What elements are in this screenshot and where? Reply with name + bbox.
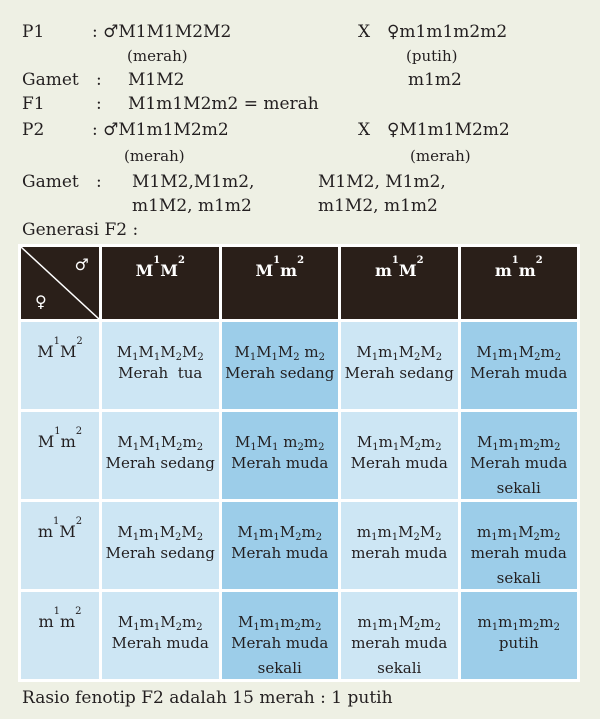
p2-female-phenotype: (merah)	[410, 147, 471, 165]
table-cell: M1m1M2m2 Merah muda	[460, 322, 577, 409]
p2-male-phenotype: (merah)	[124, 147, 185, 165]
cell-phenotype: Merah sedang	[105, 454, 215, 472]
p1-cross-sign: X	[358, 22, 371, 42]
gamet2-female-line1: M1M2, M1m2,	[318, 172, 446, 192]
p2-male-genotype: : ♂M1m1M2m2	[92, 120, 229, 140]
gamet2-female-line2: m1M2, m1m2	[318, 196, 438, 216]
table-cell: M1m1M2m2 Merah muda	[221, 502, 338, 589]
gamet1-female: m1m2	[408, 70, 462, 90]
cell-genotype: M1m1M2M2	[356, 343, 443, 363]
cell-genotype: M1m1m2m2	[476, 433, 561, 453]
female-symbol-icon: ♀	[35, 292, 47, 311]
table-cell: m1m1M2m2 merah muda sekali	[341, 592, 458, 679]
cell-phenotype-line2: sekali	[496, 479, 541, 497]
gamet2-label: Gamet	[22, 172, 79, 192]
cell-genotype: M1M1M2M2	[116, 343, 204, 363]
cell-phenotype-line2: sekali	[496, 569, 541, 587]
cell-genotype: M1m1M2m2	[476, 343, 562, 363]
generasi-f2-label: Generasi F2 :	[22, 220, 139, 240]
table-cell: M1M1M2 m2 Merah sedang	[221, 322, 338, 409]
cell-phenotype: merah muda	[470, 544, 567, 562]
p1-female-phenotype: (putih)	[406, 47, 458, 65]
cell-phenotype: merah muda	[351, 544, 448, 562]
table-cell: M1m1m2m2 Merah muda sekali	[460, 412, 577, 499]
cell-genotype: M1m1M2m2	[237, 523, 323, 543]
cell-phenotype: Merah muda	[111, 634, 209, 652]
table-cell: M1m1m2m2 Merah muda sekali	[221, 592, 338, 679]
table-cell: m1m1m2m2 putih	[460, 592, 577, 679]
cell-phenotype: Merah muda	[470, 454, 568, 472]
cell-genotype: M1M1M2 m2	[234, 343, 326, 363]
gamet1-label: Gamet	[22, 70, 79, 90]
f1-label: F1	[22, 94, 45, 114]
cell-phenotype: Merah muda	[231, 454, 329, 472]
table-cell: M1m1M2m2 Merah muda	[341, 412, 458, 499]
table-cell: M1M1M2m2 Merah sedang	[102, 412, 219, 499]
gamet2-male-line2: m1M2, m1m2	[132, 196, 252, 216]
ratio-text: Rasio fenotip F2 adalah 15 merah : 1 put…	[22, 688, 393, 708]
cell-genotype: M1m1M2m2	[117, 613, 203, 633]
cell-genotype: m1m1M2m2	[357, 613, 442, 633]
cell-phenotype: Merah sedang	[344, 364, 454, 382]
table-cell: M1m1M2m2 Merah muda	[102, 592, 219, 679]
cell-phenotype: Merah muda	[231, 544, 329, 562]
p1-label: P1	[22, 22, 45, 42]
table-cell: m1m1M2M2 merah muda	[341, 502, 458, 589]
cell-genotype: m1m1m2m2	[477, 613, 560, 633]
cell-genotype: M1m1m2m2	[237, 613, 322, 633]
p2-label: P2	[22, 120, 45, 140]
p1-male-phenotype: (merah)	[127, 47, 188, 65]
gamet2-colon: :	[96, 172, 102, 192]
p2-cross-sign: X	[358, 120, 371, 140]
p2-female-genotype: ♀M1m1M2m2	[387, 120, 510, 140]
f1-text: M1m1M2m2 = merah	[128, 94, 319, 114]
f1-colon: :	[96, 94, 102, 114]
cell-genotype: M1m1M2M2	[117, 523, 204, 543]
cell-genotype: M1m1M2m2	[356, 433, 442, 453]
table-corner: ♂ ♀	[21, 247, 99, 319]
cell-phenotype-line2: sekali	[257, 659, 302, 677]
cell-phenotype: Merah sedang	[225, 364, 335, 382]
table-cell: M1M1M2M2 Merah tua	[102, 322, 219, 409]
gamet1-colon: :	[96, 70, 102, 90]
gamet2-male-line1: M1M2,M1m2,	[132, 172, 255, 192]
cell-genotype: M1M1M2m2	[117, 433, 204, 453]
cell-genotype: M1M1 m2m2	[235, 433, 325, 453]
gamet1-male: M1M2	[128, 70, 185, 90]
male-symbol-icon: ♂	[74, 255, 89, 274]
cell-phenotype: Merah tua	[118, 364, 203, 382]
table-cell: m1m1M2m2 merah muda sekali	[460, 502, 577, 589]
cell-phenotype: putih	[498, 634, 539, 652]
cell-phenotype-line2: sekali	[377, 659, 422, 677]
cell-genotype: m1m1M2m2	[476, 523, 561, 543]
cell-phenotype: merah muda	[351, 634, 448, 652]
table-cell: M1m1M2M2 Merah sedang	[102, 502, 219, 589]
cell-phenotype: Merah muda	[470, 364, 568, 382]
cell-phenotype: Merah muda	[350, 454, 448, 472]
p1-female-genotype: ♀m1m1m2m2	[387, 22, 508, 42]
cell-phenotype: Merah muda	[231, 634, 329, 652]
table-cell: M1M1 m2m2 Merah muda	[221, 412, 338, 499]
cell-phenotype: Merah sedang	[105, 544, 215, 562]
table-cell: M1m1M2M2 Merah sedang	[341, 322, 458, 409]
p1-male-genotype: : ♂M1M1M2M2	[92, 22, 232, 42]
corner-diagonal-line	[21, 247, 99, 319]
cell-genotype: m1m1M2M2	[356, 523, 442, 543]
